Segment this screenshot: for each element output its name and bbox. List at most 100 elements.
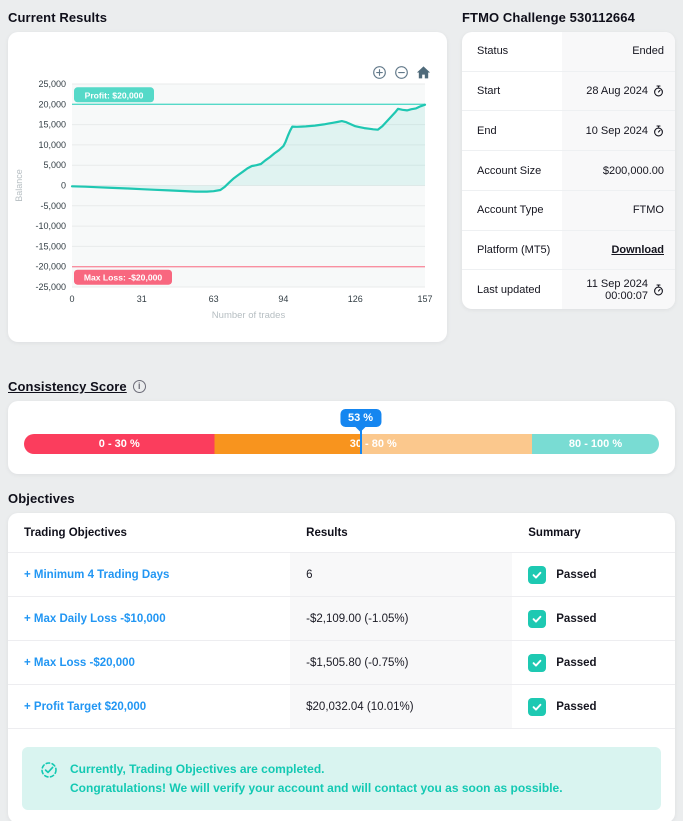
current-results-title: Current Results [8,10,108,25]
objective-result: -$2,109.00 (-1.05%) [290,597,513,640]
clock-icon [654,85,663,97]
detail-row-status: Status Ended [462,32,675,72]
download-link[interactable]: Download [611,243,664,256]
consistency-title: Consistency Score [8,379,127,394]
passed-checkbox-icon [528,653,547,672]
detail-row-start: Start 28 Aug 2024 [462,71,675,112]
objective-result: 6 [290,553,513,596]
objective-summary: Passed [512,641,675,684]
objectives-table: Trading Objectives Results Summary + Min… [8,513,675,821]
detail-value: $200,000.00 [562,151,675,190]
check-circle-icon [40,761,58,779]
svg-text:10,000: 10,000 [38,140,66,150]
objective-link[interactable]: + Max Daily Loss -$10,000 [24,612,166,625]
objective-link[interactable]: + Minimum 4 Trading Days [24,568,170,581]
detail-value-text: 10 Sep 2024 [585,124,648,137]
objective-row: + Minimum 4 Trading Days 6 Passed [8,553,675,597]
detail-row-account-type: Account Type FTMO [462,190,675,231]
svg-text:20,000: 20,000 [38,99,66,109]
consistency-card: 53 % 0 - 30 % 30 - 80 % 80 - 100 % [8,401,675,474]
objectives-title: Objectives [8,491,75,506]
svg-text:126: 126 [348,294,363,304]
svg-text:31: 31 [137,294,147,304]
score-badge: 53 % [340,409,382,427]
detail-row-end: End 10 Sep 2024 [462,111,675,152]
objective-row: + Max Daily Loss -$10,000 -$2,109.00 (-1.… [8,597,675,641]
detail-value-text: FTMO [632,204,664,217]
passed-checkbox-icon [528,565,547,584]
chart-toolbar [372,65,431,80]
segment-label: 30 - 80 % [349,438,397,450]
svg-text:25,000: 25,000 [38,79,66,89]
svg-text:-5,000: -5,000 [40,201,66,211]
header-results: Results [306,526,348,539]
passed-checkbox-icon [528,697,547,716]
objective-summary: Passed [512,553,675,596]
objective-result: $20,032.04 (10.01%) [290,685,513,728]
current-results-section: Current Results -25,000 -20,000 -15,000 -10… [8,8,447,342]
profit-target-badge: Profit: $20,000 [74,87,154,103]
completion-message: Currently, Trading Objectives are comple… [22,747,661,811]
objectives-header-row: Trading Objectives Results Summary [8,513,675,553]
header-summary: Summary [528,526,581,539]
svg-text:5,000: 5,000 [43,160,66,170]
svg-text:Number of trades: Number of trades [212,310,286,321]
objective-result: -$1,505.80 (-0.75%) [290,641,513,684]
objective-summary: Passed [512,685,675,728]
detail-value-text: Ended [632,45,664,58]
svg-text:157: 157 [417,294,432,304]
detail-label: Start [477,85,501,98]
detail-value: 10 Sep 2024 [562,111,675,151]
detail-value: 28 Aug 2024 [562,71,675,111]
objective-row: + Profit Target $20,000 $20,032.04 (10.01… [8,685,675,729]
svg-text:-10,000: -10,000 [35,221,66,231]
objective-link[interactable]: + Max Loss -$20,000 [24,656,135,669]
score-marker-line [359,427,362,454]
detail-value-text: $200,000.00 [602,164,664,177]
home-icon[interactable] [416,65,431,80]
detail-label: Account Type [477,204,544,217]
svg-text:63: 63 [209,294,219,304]
objective-row: + Max Loss -$20,000 -$1,505.80 (-0.75%) Pa… [8,641,675,685]
svg-text:-15,000: -15,000 [35,241,66,251]
detail-label: Last updated [477,283,541,296]
svg-text:-20,000: -20,000 [35,262,66,272]
svg-text:94: 94 [278,294,288,304]
zoom-in-icon[interactable] [372,65,387,80]
detail-value: FTMO [562,190,675,230]
detail-row-account-size: Account Size $200,000.00 [462,151,675,191]
svg-text:Max Loss: -$20,000: Max Loss: -$20,000 [84,273,163,283]
detail-row-platform-mt5-: Platform (MT5) Download [462,230,675,271]
consistency-section: Consistency Score i 53 % 0 - 30 % 30 - 80… [8,379,675,474]
message-line-2: Congratulations! We will verify your acc… [70,780,563,795]
header-trading-objectives: Trading Objectives [24,526,127,539]
objective-link[interactable]: + Profit Target $20,000 [24,700,147,713]
svg-text:0: 0 [61,181,66,191]
info-icon[interactable]: i [132,380,146,393]
svg-text:Profit: $20,000: Profit: $20,000 [85,90,144,100]
detail-row-last-updated: Last updated 11 Sep 2024 00:00:07 [462,270,675,309]
max-loss-badge: Max Loss: -$20,000 [74,269,172,285]
challenge-details-table: Status Ended Start 28 Aug 2024 End 10 Sep 202… [462,32,675,309]
detail-value: Download [562,230,675,270]
balance-chart[interactable]: -25,000 -20,000 -15,000 -10,000 -5,000 0 5,000… [8,32,447,342]
clock-icon [654,284,663,296]
segment-label: 0 - 30 % [98,438,140,450]
objective-summary: Passed [512,597,675,640]
detail-label: Status [477,45,509,58]
svg-text:-25,000: -25,000 [35,282,66,292]
detail-value: 11 Sep 2024 00:00:07 [562,270,675,309]
clock-icon [654,125,663,137]
segment-label: 80 - 100 % [568,438,623,450]
svg-text:15,000: 15,000 [38,120,66,130]
balance-chart-card: -25,000 -20,000 -15,000 -10,000 -5,000 0 5,000… [8,32,447,342]
consistency-score-bar: 53 % 0 - 30 % 30 - 80 % 80 - 100 % [24,409,659,454]
objectives-section: Objectives Trading Objectives Results Su… [8,491,675,821]
passed-checkbox-icon [528,609,547,628]
challenge-title: FTMO Challenge 530112664 [462,10,635,25]
challenge-section: FTMO Challenge 530112664 Status Ended Star… [462,8,675,342]
svg-text:0: 0 [69,294,74,304]
detail-value: Ended [562,32,675,71]
zoom-out-icon[interactable] [394,65,409,80]
